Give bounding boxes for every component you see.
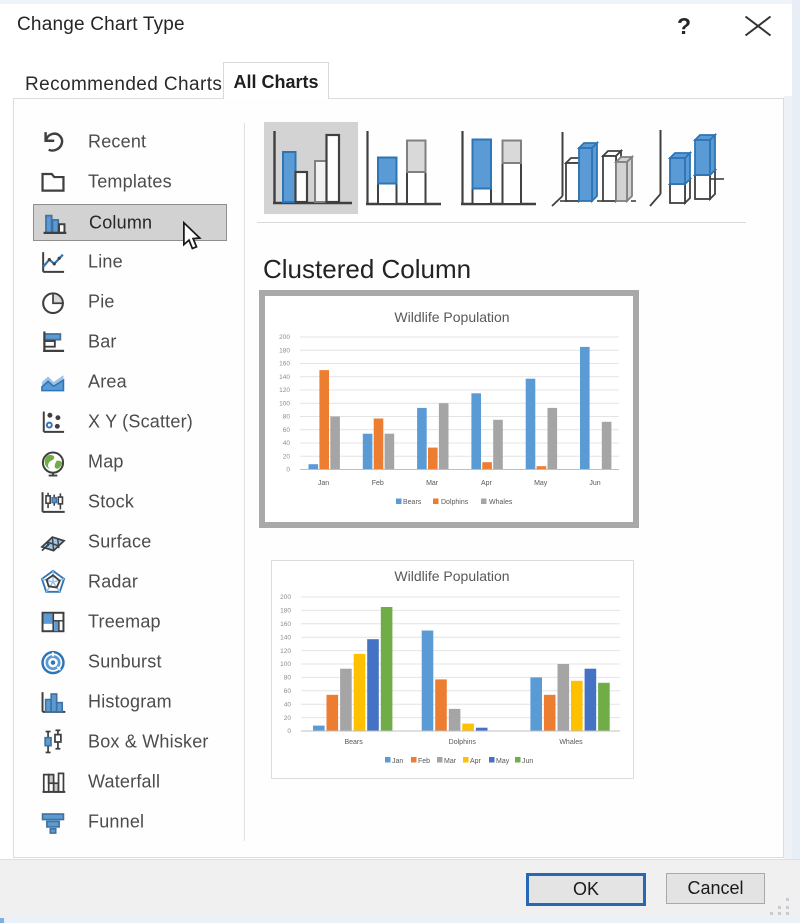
svg-text:Whales: Whales [489, 499, 513, 506]
svg-text:Jan: Jan [392, 758, 403, 765]
svg-text:Wildlife Population: Wildlife Population [394, 309, 509, 325]
svg-text:May: May [534, 480, 548, 487]
svg-text:Feb: Feb [418, 758, 430, 765]
svg-text:Apr: Apr [481, 480, 493, 487]
svg-text:180: 180 [280, 608, 291, 615]
svg-text:40: 40 [283, 440, 291, 447]
svg-text:Mar: Mar [426, 480, 439, 487]
svg-text:May: May [496, 758, 510, 765]
svg-text:Bears: Bears [403, 499, 422, 506]
svg-text:100: 100 [279, 401, 290, 408]
svg-text:Jun: Jun [522, 758, 533, 765]
svg-text:120: 120 [279, 387, 290, 394]
svg-text:20: 20 [283, 453, 291, 460]
svg-text:60: 60 [284, 688, 292, 695]
svg-text:Feb: Feb [372, 480, 384, 487]
svg-text:140: 140 [279, 374, 290, 381]
svg-text:200: 200 [279, 334, 290, 341]
svg-text:200: 200 [280, 594, 291, 601]
svg-text:40: 40 [284, 701, 292, 708]
svg-text:160: 160 [280, 621, 291, 628]
svg-text:Jun: Jun [589, 480, 600, 487]
svg-text:20: 20 [284, 715, 292, 722]
svg-text:Jan: Jan [318, 480, 329, 487]
svg-text:80: 80 [283, 414, 291, 421]
svg-text:Apr: Apr [470, 758, 482, 765]
svg-text:Whales: Whales [559, 739, 583, 746]
svg-text:Mar: Mar [444, 758, 457, 765]
svg-text:0: 0 [287, 728, 291, 735]
svg-text:Dolphins: Dolphins [449, 739, 477, 746]
svg-text:Bears: Bears [344, 739, 363, 746]
svg-text:180: 180 [279, 348, 290, 355]
svg-text:80: 80 [284, 675, 292, 682]
svg-text:140: 140 [280, 634, 291, 641]
svg-text:100: 100 [280, 661, 291, 668]
svg-text:160: 160 [279, 361, 290, 368]
svg-text:Dolphins: Dolphins [441, 499, 469, 506]
svg-text:Wildlife Population: Wildlife Population [394, 568, 509, 584]
svg-text:0: 0 [286, 467, 290, 474]
svg-text:60: 60 [283, 427, 291, 434]
svg-text:120: 120 [280, 648, 291, 655]
